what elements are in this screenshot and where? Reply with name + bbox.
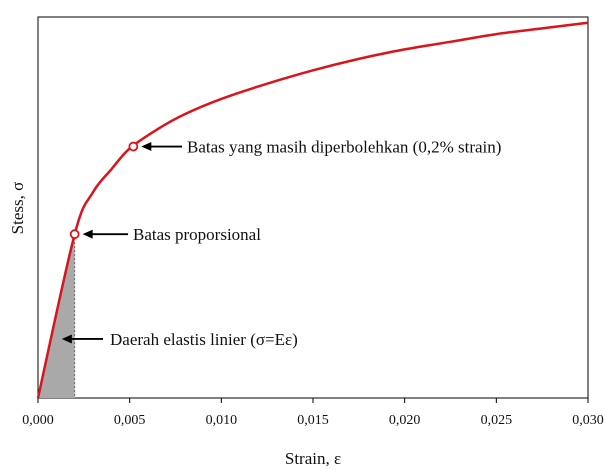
x-axis-label: Strain, ε [285,449,341,468]
proportional-limit-arrow-head [82,229,93,239]
x-tick-label: 0,025 [481,413,513,428]
x-tick-label: 0,010 [206,413,238,428]
allowable-limit-label: Batas yang masih diperbolehkan (0,2% str… [187,138,501,157]
stress-strain-curve [36,21,589,399]
allowable-limit-arrow-head [141,142,152,152]
x-tick-label: 0,020 [389,413,421,428]
x-tick-label: 0,005 [114,413,146,428]
proportional-limit-label: Batas proporsional [133,225,261,244]
x-tick-label: 0,000 [22,413,54,428]
allowable-limit-marker [128,141,139,152]
elastic-region-arrow-head [61,334,72,344]
y-axis-label: Stess, σ [8,182,27,235]
elastic-region-label: Daerah elastis linier (σ=Eε) [110,330,298,349]
x-tick-label: 0,030 [572,413,604,428]
proportional-limit-marker [69,229,80,240]
x-tick-label: 0,015 [297,413,329,428]
